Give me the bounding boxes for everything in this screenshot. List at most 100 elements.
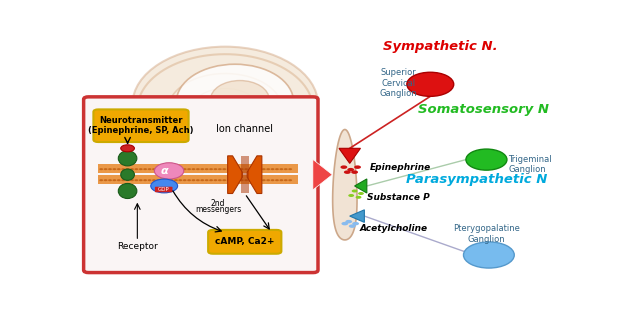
Circle shape [112, 179, 117, 181]
Circle shape [192, 168, 195, 170]
Circle shape [147, 168, 151, 170]
Circle shape [354, 165, 361, 169]
Circle shape [165, 168, 169, 170]
Circle shape [152, 168, 156, 170]
Circle shape [205, 168, 209, 170]
Polygon shape [227, 156, 243, 194]
Circle shape [352, 189, 358, 192]
Circle shape [200, 179, 204, 181]
Circle shape [355, 196, 362, 199]
Circle shape [271, 168, 275, 170]
Circle shape [134, 168, 139, 170]
Circle shape [352, 222, 359, 225]
Circle shape [196, 179, 200, 181]
Text: α: α [161, 166, 168, 176]
Circle shape [275, 168, 279, 170]
Circle shape [183, 168, 186, 170]
Circle shape [196, 168, 200, 170]
Circle shape [156, 179, 160, 181]
Circle shape [209, 168, 213, 170]
Circle shape [161, 179, 164, 181]
Circle shape [174, 179, 178, 181]
Ellipse shape [151, 179, 178, 193]
Circle shape [222, 168, 226, 170]
Circle shape [156, 168, 160, 170]
Circle shape [112, 168, 117, 170]
Circle shape [169, 179, 173, 181]
Circle shape [165, 179, 169, 181]
Circle shape [227, 179, 231, 181]
Circle shape [340, 165, 347, 169]
Circle shape [139, 168, 143, 170]
Circle shape [348, 194, 354, 197]
FancyBboxPatch shape [208, 230, 282, 254]
Circle shape [192, 179, 195, 181]
Circle shape [100, 168, 103, 170]
Polygon shape [247, 156, 262, 194]
Circle shape [143, 179, 147, 181]
Polygon shape [350, 210, 364, 222]
Circle shape [121, 168, 125, 170]
Circle shape [231, 179, 235, 181]
Circle shape [218, 168, 222, 170]
Ellipse shape [154, 163, 184, 179]
Circle shape [134, 179, 139, 181]
Circle shape [227, 168, 231, 170]
Bar [98, 164, 299, 173]
Circle shape [121, 145, 134, 152]
Circle shape [347, 168, 354, 171]
Bar [241, 156, 249, 194]
Circle shape [108, 179, 112, 181]
Circle shape [253, 168, 257, 170]
Circle shape [104, 168, 108, 170]
Circle shape [258, 179, 261, 181]
Bar [98, 175, 299, 184]
Text: Receptor: Receptor [117, 242, 158, 251]
Circle shape [139, 179, 143, 181]
Circle shape [244, 179, 248, 181]
Text: 2nd: 2nd [210, 199, 225, 208]
FancyBboxPatch shape [155, 187, 173, 192]
Circle shape [147, 179, 151, 181]
Circle shape [240, 168, 244, 170]
Circle shape [130, 179, 134, 181]
FancyBboxPatch shape [93, 110, 188, 142]
Text: Sympathetic N.: Sympathetic N. [383, 40, 497, 53]
Circle shape [200, 168, 204, 170]
Circle shape [288, 179, 292, 181]
Circle shape [121, 179, 125, 181]
Circle shape [280, 179, 284, 181]
Polygon shape [339, 148, 360, 163]
Polygon shape [333, 129, 357, 240]
Circle shape [236, 168, 239, 170]
Circle shape [104, 179, 108, 181]
Circle shape [218, 179, 222, 181]
Circle shape [178, 179, 182, 181]
Text: Substance P: Substance P [367, 193, 430, 202]
Text: Parasympathetic N: Parasympathetic N [406, 173, 547, 186]
Circle shape [240, 179, 244, 181]
Text: cAMP, Ca2+: cAMP, Ca2+ [215, 237, 275, 246]
Circle shape [244, 168, 248, 170]
Circle shape [161, 168, 164, 170]
Circle shape [143, 168, 147, 170]
Circle shape [464, 242, 514, 268]
Polygon shape [355, 179, 367, 193]
Text: messengers: messengers [195, 205, 241, 214]
FancyBboxPatch shape [84, 97, 318, 273]
Circle shape [183, 179, 186, 181]
Text: Superior
Cervical
Ganglion: Superior Cervical Ganglion [380, 68, 417, 98]
Circle shape [249, 168, 253, 170]
Ellipse shape [176, 64, 294, 140]
Circle shape [253, 179, 257, 181]
Circle shape [231, 168, 235, 170]
Circle shape [280, 168, 284, 170]
Text: Ion channel: Ion channel [216, 125, 273, 135]
Text: Trigeminal
Ganglion: Trigeminal Ganglion [508, 155, 552, 174]
Circle shape [209, 179, 213, 181]
Circle shape [341, 222, 348, 225]
Circle shape [125, 179, 130, 181]
Circle shape [288, 168, 292, 170]
Circle shape [344, 170, 351, 174]
Text: Epinephrine: Epinephrine [370, 163, 432, 172]
